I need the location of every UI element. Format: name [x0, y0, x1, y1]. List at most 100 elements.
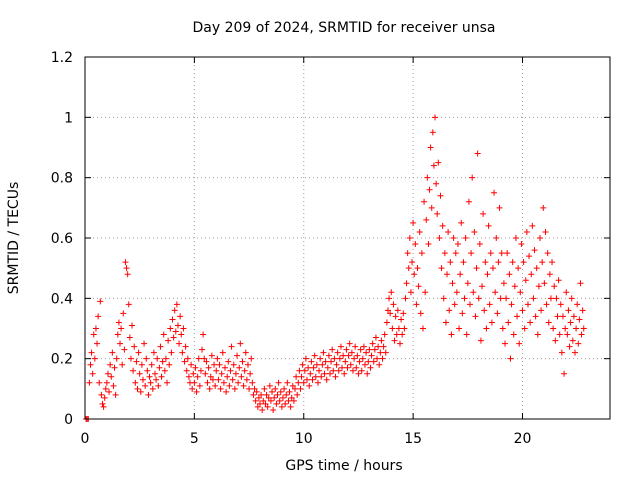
- data-point: [433, 180, 440, 187]
- data-point: [184, 355, 191, 362]
- data-point: [125, 301, 132, 308]
- data-point: [366, 346, 373, 353]
- data-point: [403, 280, 410, 287]
- data-point: [230, 361, 237, 368]
- data-point: [267, 397, 274, 404]
- data-point: [136, 370, 143, 377]
- data-point: [336, 355, 343, 362]
- data-point: [496, 204, 503, 211]
- data-point: [386, 295, 393, 302]
- data-point: [553, 295, 560, 302]
- data-point: [422, 289, 429, 296]
- data-point: [204, 379, 211, 386]
- data-point: [419, 325, 426, 332]
- data-point: [558, 349, 565, 356]
- data-point: [344, 364, 351, 371]
- data-point: [557, 301, 564, 308]
- data-point: [529, 222, 536, 229]
- data-point: [319, 361, 326, 368]
- data-point: [308, 358, 315, 365]
- data-point: [120, 310, 127, 317]
- data-point: [444, 271, 451, 278]
- data-point: [160, 331, 167, 338]
- data-point: [388, 289, 395, 296]
- data-point: [331, 355, 338, 362]
- data-point: [424, 174, 431, 181]
- data-point: [152, 370, 158, 377]
- data-point: [320, 349, 327, 356]
- data-point: [261, 385, 268, 392]
- data-point: [157, 343, 164, 350]
- data-point: [439, 222, 446, 229]
- data-point: [283, 391, 290, 398]
- data-point: [158, 373, 165, 380]
- data-point: [265, 394, 272, 401]
- data-point: [282, 400, 289, 407]
- data-point: [329, 346, 336, 353]
- data-point: [517, 289, 524, 296]
- data-point: [278, 403, 285, 410]
- data-point: [312, 373, 319, 380]
- data-point: [575, 340, 582, 347]
- data-point: [345, 352, 352, 359]
- data-point: [343, 346, 350, 353]
- data-point: [298, 373, 305, 380]
- data-point: [440, 295, 447, 302]
- data-point: [126, 334, 133, 341]
- data-point: [509, 259, 516, 266]
- data-point: [87, 361, 94, 368]
- data-point: [541, 280, 548, 287]
- data-point: [427, 144, 434, 151]
- data-point: [367, 364, 374, 371]
- data-point: [270, 406, 277, 413]
- data-point: [259, 406, 266, 413]
- data-point: [528, 271, 535, 278]
- y-tick-label: 1: [64, 110, 73, 126]
- data-point: [533, 265, 540, 272]
- data-point: [425, 241, 432, 248]
- data-point: [410, 219, 417, 226]
- data-point: [327, 370, 333, 377]
- data-point: [538, 307, 545, 314]
- data-point: [266, 382, 273, 389]
- data-point: [506, 271, 513, 278]
- data-point: [577, 280, 584, 287]
- data-point: [488, 319, 495, 326]
- data-point: [274, 391, 281, 398]
- data-point: [212, 382, 219, 389]
- data-point: [243, 376, 250, 383]
- data-point: [401, 325, 408, 332]
- data-point: [379, 355, 386, 362]
- data-point: [397, 340, 403, 347]
- data-point: [377, 349, 384, 356]
- data-point: [549, 259, 556, 266]
- data-point: [269, 388, 276, 395]
- data-point: [441, 250, 448, 257]
- data-point: [244, 361, 251, 368]
- data-point: [180, 325, 187, 332]
- data-point: [300, 379, 307, 386]
- data-point: [481, 307, 488, 314]
- data-point: [404, 250, 411, 257]
- data-point: [316, 367, 323, 374]
- data-point: [551, 283, 558, 290]
- data-point: [146, 373, 153, 380]
- data-point: [477, 337, 484, 344]
- data-point: [137, 388, 144, 395]
- data-point: [99, 400, 106, 407]
- data-point: [302, 355, 309, 362]
- data-point: [447, 259, 454, 266]
- data-point: [479, 283, 486, 290]
- data-point: [138, 361, 145, 368]
- data-point: [264, 403, 271, 410]
- data-point: [299, 361, 306, 368]
- data-point: [273, 400, 280, 407]
- data-point: [359, 355, 366, 362]
- data-point: [523, 228, 530, 235]
- data-point: [462, 235, 469, 241]
- data-point: [202, 370, 209, 377]
- data-point: [247, 370, 254, 377]
- data-point: [271, 394, 278, 401]
- data-point: [246, 385, 253, 392]
